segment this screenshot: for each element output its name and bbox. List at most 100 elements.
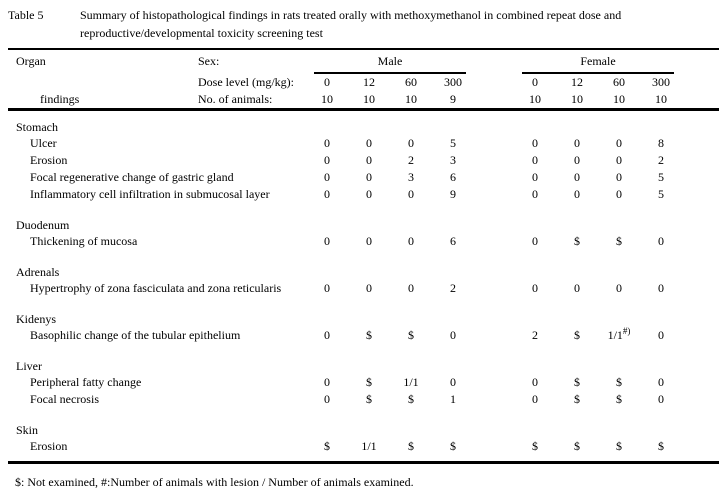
value-cell: 1/1 bbox=[361, 439, 377, 453]
organ-label: Kidenys bbox=[16, 312, 56, 326]
female-dose-12: 12 bbox=[571, 75, 583, 89]
female-dose-0: 0 bbox=[532, 75, 538, 89]
value-cell: 0 bbox=[574, 281, 580, 295]
value-cell: 0 bbox=[366, 170, 372, 184]
table-number: Table 5 bbox=[8, 8, 44, 22]
organ-row: Skin bbox=[8, 422, 719, 438]
findings-header-label: findings bbox=[40, 92, 80, 106]
value-cell: 0 bbox=[324, 234, 330, 248]
value-cell: 0 bbox=[658, 234, 664, 248]
table-row: Erosion 0 0 2 3 0 0 0 2 bbox=[8, 152, 719, 169]
value-cell: 3 bbox=[450, 153, 456, 167]
header-row-animals: findings No. of animals: 10 10 10 9 10 1… bbox=[8, 91, 719, 108]
value-cell: 0 bbox=[658, 328, 664, 342]
value-cell: 1/1#) bbox=[607, 326, 631, 343]
value-cell: 0 bbox=[366, 281, 372, 295]
value-cell: 2 bbox=[450, 281, 456, 295]
male-n-2: 10 bbox=[405, 92, 417, 106]
male-dose-12: 12 bbox=[363, 75, 375, 89]
finding-label: Hypertrophy of zona fasciculata and zona… bbox=[30, 281, 282, 295]
value-cell: $ bbox=[366, 392, 372, 406]
value-cell: 2 bbox=[658, 153, 664, 167]
organ-label: Liver bbox=[16, 359, 42, 373]
organ-label: Skin bbox=[16, 423, 39, 437]
table-row: Focal regenerative change of gastric gla… bbox=[8, 169, 719, 186]
organ-label: Adrenals bbox=[16, 265, 60, 279]
table-caption-line2: reproductive/developmental toxicity scre… bbox=[80, 26, 323, 40]
value-cell: 0 bbox=[574, 187, 580, 201]
value-cell: $ bbox=[366, 375, 372, 389]
finding-label: Thickening of mucosa bbox=[30, 234, 138, 248]
value-cell: 0 bbox=[532, 375, 538, 389]
female-dose-300: 300 bbox=[652, 75, 670, 89]
male-dose-0: 0 bbox=[324, 75, 330, 89]
table-body: Stomach Ulcer 0 0 0 5 0 0 0 8 Erosion 0 0 2 3 0 0 0 2 Focal… bbox=[8, 111, 719, 461]
organ-row: Duodenum bbox=[8, 217, 719, 233]
female-n-2: 10 bbox=[613, 92, 625, 106]
value-cell: $ bbox=[574, 392, 580, 406]
value-cell: 0 bbox=[408, 281, 414, 295]
value-cell: 0 bbox=[450, 328, 456, 342]
organ-row: Liver bbox=[8, 358, 719, 374]
finding-label: Erosion bbox=[30, 153, 68, 167]
value-cell: 5 bbox=[450, 136, 456, 150]
value-cell: 0 bbox=[532, 136, 538, 150]
value-cell: 0 bbox=[616, 170, 622, 184]
value-cell: 0 bbox=[408, 234, 414, 248]
finding-label: Inflammatory cell infiltration in submuc… bbox=[30, 187, 270, 201]
header-row-dose: Dose level (mg/kg): 0 12 60 300 0 12 60 … bbox=[8, 74, 719, 91]
table-header: Organ Sex: Male Female Dose level (mg/kg… bbox=[8, 50, 719, 108]
value-cell: 3 bbox=[408, 170, 414, 184]
value-cell: 0 bbox=[324, 328, 330, 342]
value-cell: 0 bbox=[366, 187, 372, 201]
finding-label: Focal regenerative change of gastric gla… bbox=[30, 170, 234, 184]
value-cell: 0 bbox=[408, 136, 414, 150]
value-cell: 0 bbox=[532, 281, 538, 295]
organ-label: Stomach bbox=[16, 120, 58, 134]
value-cell: 0 bbox=[324, 153, 330, 167]
footnote-marker: #) bbox=[622, 326, 631, 336]
value-cell: 0 bbox=[324, 170, 330, 184]
organ-label: Duodenum bbox=[16, 218, 70, 232]
table-row: Inflammatory cell infiltration in submuc… bbox=[8, 186, 719, 203]
value-cell: 0 bbox=[532, 170, 538, 184]
male-n-3: 9 bbox=[450, 92, 456, 106]
value-cell: $ bbox=[658, 439, 664, 453]
value-cell: $ bbox=[616, 392, 622, 406]
value-cell: 0 bbox=[658, 281, 664, 295]
female-dose-60: 60 bbox=[613, 75, 625, 89]
male-n-0: 10 bbox=[321, 92, 333, 106]
value-cell: $ bbox=[574, 439, 580, 453]
value-cell: 2 bbox=[532, 328, 538, 342]
value-cell: $ bbox=[616, 234, 622, 248]
female-n-3: 10 bbox=[655, 92, 667, 106]
header-bottom-rule bbox=[8, 108, 719, 111]
table-row: Focal necrosis 0 $ $1 0 $ $0 bbox=[8, 391, 719, 408]
organ-row: Stomach bbox=[8, 119, 719, 135]
value-cell: $ bbox=[450, 439, 456, 453]
table-row: Erosion $1/1 $ $ $ $ $ $ bbox=[8, 438, 719, 455]
value-cell: 0 bbox=[658, 375, 664, 389]
organ-row: Kidenys bbox=[8, 311, 719, 327]
finding-label: Basophilic change of the tubular epithel… bbox=[30, 328, 241, 342]
value-cell: 0 bbox=[616, 281, 622, 295]
value-cell: 0 bbox=[450, 375, 456, 389]
value-cell: 0 bbox=[616, 136, 622, 150]
organ-row: Adrenals bbox=[8, 264, 719, 280]
value-cell: 5 bbox=[658, 187, 664, 201]
value-cell: 0 bbox=[324, 375, 330, 389]
value-cell: $ bbox=[366, 328, 372, 342]
male-dose-60: 60 bbox=[405, 75, 417, 89]
value-cell: 0 bbox=[658, 392, 664, 406]
top-rule bbox=[8, 48, 719, 50]
value-cell: $ bbox=[324, 439, 330, 453]
male-group-header: Male bbox=[314, 54, 466, 74]
table-row: Peripheral fatty change 0 $1/1 0 0 $ $0 bbox=[8, 374, 719, 391]
header-row-sex: Organ Sex: Male Female bbox=[8, 50, 719, 74]
table-caption: Summary of histopathological findings in… bbox=[80, 6, 621, 42]
finding-label: Ulcer bbox=[30, 136, 57, 150]
table-caption-line1: Summary of histopathological findings in… bbox=[80, 8, 622, 22]
dose-level-label: Dose level (mg/kg): bbox=[198, 75, 294, 89]
table-row: Basophilic change of the tubular epithel… bbox=[8, 327, 719, 344]
value-cell: 0 bbox=[532, 392, 538, 406]
